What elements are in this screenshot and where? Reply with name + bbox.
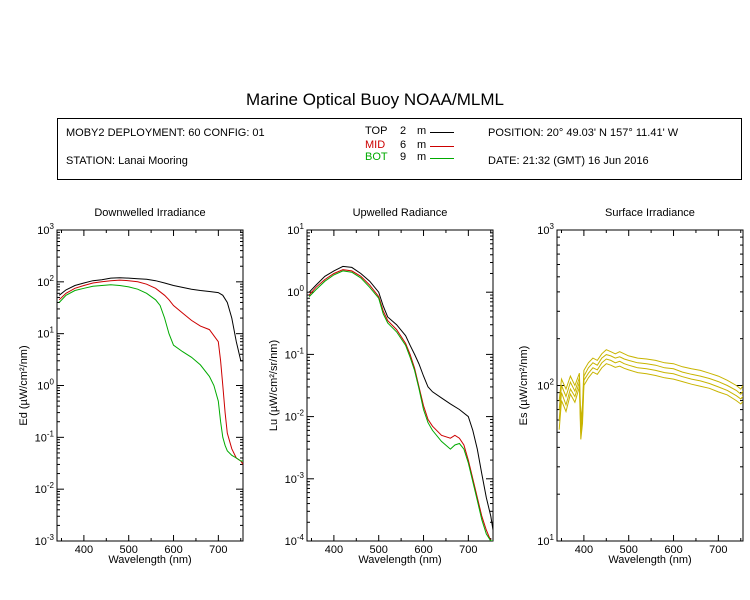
x-tick-label: 400 [575, 544, 593, 556]
series-line-bot-2 [308, 270, 493, 541]
y-tick-label: 10-1 [35, 429, 55, 444]
y-tick-label: 101 [37, 326, 54, 341]
legend-bot: BOT 9 m [365, 151, 426, 163]
x-tick-label: 600 [164, 544, 182, 556]
x-tick-label: 600 [664, 544, 682, 556]
y-tick-label: 10-4 [285, 533, 305, 548]
chart-title: Downwelled Irradiance [94, 207, 205, 219]
x-tick-label: 500 [620, 544, 638, 556]
y-tick-label: 101 [287, 222, 304, 237]
legend-bot-depth: 9 [400, 151, 407, 163]
legend-mid-name: MID [365, 139, 386, 151]
y-tick-label: 10-3 [35, 533, 55, 548]
legend-mid-line [430, 146, 454, 147]
legend-top-name: TOP [365, 125, 388, 137]
x-tick-label: 700 [209, 544, 227, 556]
x-tick-label: 600 [414, 544, 432, 556]
y-tick-label: 10-1 [285, 346, 305, 361]
legend-top-unit: m [417, 125, 427, 137]
page-title: Marine Optical Buoy NOAA/MLML [246, 90, 504, 109]
legend-bot-unit: m [417, 151, 427, 163]
legend-top-line [430, 132, 454, 133]
date-text: DATE: 21:32 (GMT) 16 Jun 2016 [488, 155, 649, 167]
y-tick-label: 101 [537, 533, 554, 548]
y-tick-label: 102 [537, 378, 554, 393]
series-line-mid-1 [308, 269, 493, 541]
x-axis-label: Wavelength (nm) [608, 554, 691, 566]
x-tick-label: 400 [325, 544, 343, 556]
y-axis-label: Es (µW/cm²/nm) [518, 346, 530, 426]
info-box: MOBY2 DEPLOYMENT: 60 CONFIG: 01 STATION:… [57, 118, 742, 180]
x-axis-label: Wavelength (nm) [358, 554, 441, 566]
x-axis-label: Wavelength (nm) [108, 554, 191, 566]
y-tick-label: 10-2 [285, 409, 305, 424]
y-tick-label: 103 [37, 222, 54, 237]
chart-panel-3: Surface Irradiance 400 500 600 700 103 102 101 W… [518, 207, 744, 566]
deployment-text: MOBY2 DEPLOYMENT: 60 CONFIG: 01 [66, 127, 265, 139]
legend-mid-depth: 6 [400, 139, 407, 151]
y-tick-label: 10-2 [35, 481, 55, 496]
plot-frame [56, 229, 244, 542]
series-line-mid-1 [58, 279, 243, 465]
legend-mid-unit: m [417, 139, 427, 151]
legend-top: TOP 2 m [365, 125, 426, 137]
series-line-bot-2 [58, 284, 243, 462]
y-tick-label: 100 [37, 378, 54, 393]
series-line-top-0 [308, 265, 493, 531]
x-tick-label: 700 [709, 544, 727, 556]
y-tick-label: 100 [287, 284, 304, 299]
x-tick-label: 500 [370, 544, 388, 556]
series-line-es-0 [558, 349, 743, 421]
x-tick-label: 700 [459, 544, 477, 556]
plot-frame [306, 229, 494, 542]
chart-title: Upwelled Radiance [353, 207, 448, 219]
y-tick-label: 102 [37, 274, 54, 289]
x-tick-label: 500 [120, 544, 138, 556]
series-line-es-3 [558, 363, 743, 440]
series-line-top-0 [58, 277, 243, 362]
chart-panel-2: Upwelled Radiance 400 500 600 700 101 100 10-1 1… [268, 207, 494, 566]
y-axis-label: Lu (µW/cm²/sr/nm) [268, 340, 280, 431]
y-axis-label: Ed (µW/cm²/nm) [18, 345, 30, 425]
position-text: POSITION: 20° 49.03' N 157° 11.41' W [488, 127, 679, 139]
legend-bot-line [430, 158, 454, 159]
legend-top-depth: 2 [400, 125, 407, 137]
y-tick-label: 103 [537, 222, 554, 237]
chart-title: Surface Irradiance [605, 207, 695, 219]
x-tick-label: 400 [75, 544, 93, 556]
legend-mid: MID 6 m [365, 139, 426, 151]
chart-panel-1: Downwelled Irradiance 400 500 600 700 103 102 1… [18, 207, 244, 566]
y-tick-label: 10-3 [285, 471, 305, 486]
legend-bot-name: BOT [365, 151, 388, 163]
station-text: STATION: Lanai Mooring [66, 155, 188, 167]
